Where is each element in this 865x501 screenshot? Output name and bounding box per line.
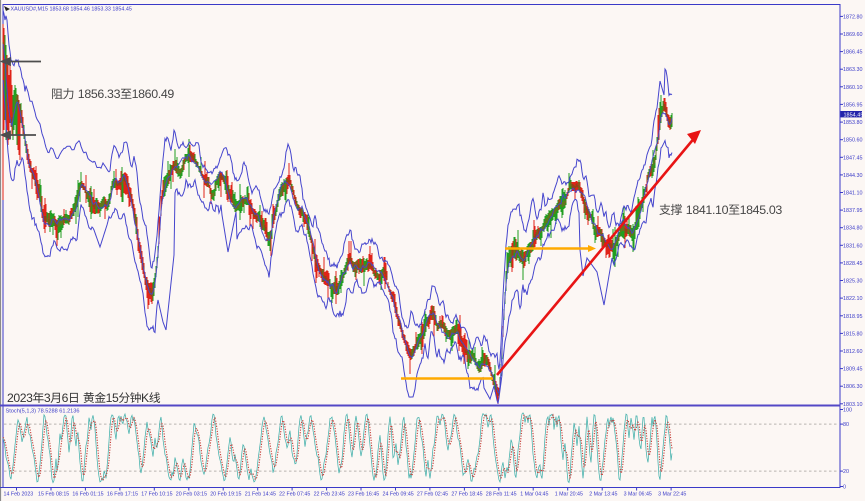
svg-text:Stoch(5,1,3) 78.5288 61.2136: Stoch(5,1,3) 78.5288 61.2136 [6,409,80,415]
svg-text:1844.30: 1844.30 [843,173,863,179]
svg-text:15: 15 [106,391,119,405]
svg-text:1834.80: 1834.80 [843,226,863,232]
svg-text:20 Feb 03:15: 20 Feb 03:15 [176,492,207,498]
svg-text:1 Mar 04:45: 1 Mar 04:45 [520,492,548,498]
svg-text:24 Feb 09:45: 24 Feb 09:45 [383,492,414,498]
svg-text:16 Feb 01:15: 16 Feb 01:15 [72,492,103,498]
svg-text:27 Feb 18:45: 27 Feb 18:45 [451,492,482,498]
svg-text:1850.60: 1850.60 [843,138,863,144]
svg-text:1860.10: 1860.10 [843,85,863,91]
svg-text:2 Mar 13:45: 2 Mar 13:45 [589,492,617,498]
svg-text:1856.95: 1856.95 [843,102,863,108]
svg-text:1825.30: 1825.30 [843,279,863,285]
svg-text:27 Feb 02:45: 27 Feb 02:45 [417,492,448,498]
svg-text:16 Feb 17:15: 16 Feb 17:15 [107,492,138,498]
svg-text:1866.45: 1866.45 [843,50,863,56]
svg-text:1869.60: 1869.60 [843,32,863,38]
svg-text:21 Feb 14:45: 21 Feb 14:45 [245,492,276,498]
svg-text:1803.10: 1803.10 [843,402,863,408]
svg-text:1815.80: 1815.80 [843,331,863,337]
svg-text:1860.49: 1860.49 [132,87,175,101]
svg-text:6: 6 [62,391,69,405]
svg-text:22 Feb 23:45: 22 Feb 23:45 [314,492,345,498]
svg-text:1 Mar 20:45: 1 Mar 20:45 [555,492,583,498]
svg-text:1845.03: 1845.03 [740,203,783,217]
svg-text:28 Feb 11:45: 28 Feb 11:45 [486,492,517,498]
svg-text:20 Feb 19:15: 20 Feb 19:15 [210,492,241,498]
svg-text:1809.45: 1809.45 [843,367,863,373]
svg-text:17 Feb 10:15: 17 Feb 10:15 [141,492,172,498]
svg-text:1841.10: 1841.10 [686,203,729,217]
svg-text:14 Feb 2023: 14 Feb 2023 [4,492,34,498]
svg-text:1841.10: 1841.10 [843,191,863,197]
svg-text:1872.80: 1872.80 [843,14,863,20]
svg-text:XAUUSD#,M15 1853.68 1854.46 1: XAUUSD#,M15 1853.68 1854.46 1853.33 1854… [11,7,132,13]
svg-text:15 Feb 08:15: 15 Feb 08:15 [38,492,69,498]
svg-text:1822.10: 1822.10 [843,296,863,302]
svg-text:1812.60: 1812.60 [843,349,863,355]
svg-text:1847.45: 1847.45 [843,155,863,161]
svg-text:22 Feb 07:45: 22 Feb 07:45 [279,492,310,498]
svg-text:100: 100 [843,408,852,414]
svg-text:23 Feb 16:45: 23 Feb 16:45 [348,492,379,498]
svg-text:1854.45: 1854.45 [844,112,864,118]
svg-text:1853.80: 1853.80 [843,120,863,126]
svg-text:80: 80 [843,422,849,428]
svg-text:1818.95: 1818.95 [843,314,863,320]
svg-text:1856.33: 1856.33 [78,87,121,101]
svg-text:K: K [141,391,149,405]
svg-text:1806.30: 1806.30 [843,384,863,390]
svg-text:1831.60: 1831.60 [843,243,863,249]
svg-text:1828.45: 1828.45 [843,261,863,267]
svg-text:0: 0 [843,485,846,491]
svg-text:2023: 2023 [7,391,33,405]
svg-text:3: 3 [44,391,51,405]
svg-text:3 Mar 22:45: 3 Mar 22:45 [658,492,686,498]
svg-text:3 Mar 06:45: 3 Mar 06:45 [624,492,652,498]
svg-text:1863.30: 1863.30 [843,67,863,73]
svg-text:20: 20 [843,469,849,475]
svg-text:1837.95: 1837.95 [843,208,863,214]
